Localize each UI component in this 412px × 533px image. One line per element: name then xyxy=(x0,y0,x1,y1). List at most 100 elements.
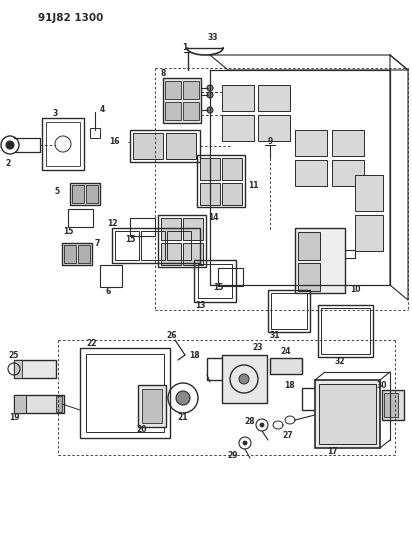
Bar xyxy=(138,385,166,427)
Text: 19: 19 xyxy=(9,414,19,423)
Circle shape xyxy=(239,374,249,384)
Bar xyxy=(197,155,245,207)
Bar xyxy=(295,130,327,156)
Bar xyxy=(158,215,206,267)
Bar xyxy=(130,218,155,236)
Bar xyxy=(90,128,100,138)
Bar xyxy=(163,78,201,123)
Bar xyxy=(46,122,80,166)
Text: 15: 15 xyxy=(213,284,223,293)
Bar xyxy=(218,268,243,286)
Bar xyxy=(161,218,181,240)
Text: 17: 17 xyxy=(327,448,337,456)
Text: 24: 24 xyxy=(281,348,291,357)
Text: 26: 26 xyxy=(167,332,177,341)
Bar xyxy=(183,102,199,120)
Text: 91J82 1300: 91J82 1300 xyxy=(38,13,103,23)
Bar xyxy=(271,293,307,329)
Bar xyxy=(183,243,203,265)
Bar xyxy=(355,215,383,251)
Bar xyxy=(319,384,376,444)
Circle shape xyxy=(207,92,213,98)
Text: 32: 32 xyxy=(335,358,345,367)
Bar xyxy=(68,209,93,227)
Text: 2: 2 xyxy=(5,158,11,167)
Bar xyxy=(161,243,181,265)
Bar xyxy=(167,231,191,260)
Circle shape xyxy=(243,441,247,445)
Bar xyxy=(70,183,100,205)
Text: 15: 15 xyxy=(63,227,73,236)
Bar xyxy=(165,102,181,120)
Text: 3: 3 xyxy=(52,109,58,118)
Bar xyxy=(200,158,220,180)
Bar xyxy=(141,231,165,260)
Bar xyxy=(130,130,200,162)
Bar xyxy=(133,133,163,159)
Bar xyxy=(382,390,404,420)
Bar xyxy=(258,85,290,111)
Bar xyxy=(100,265,122,287)
Bar xyxy=(295,228,345,293)
Bar xyxy=(222,158,242,180)
Text: 12: 12 xyxy=(107,220,117,229)
Bar xyxy=(355,175,383,211)
Text: 15: 15 xyxy=(125,236,135,245)
Bar xyxy=(298,232,320,260)
Text: 5: 5 xyxy=(55,188,60,197)
Bar xyxy=(207,358,223,380)
Text: 14: 14 xyxy=(208,214,218,222)
Bar xyxy=(166,133,196,159)
Bar xyxy=(14,395,26,413)
Bar xyxy=(270,358,302,374)
Bar xyxy=(80,348,170,438)
Text: 25: 25 xyxy=(9,351,19,360)
Text: 23: 23 xyxy=(252,343,262,352)
Bar xyxy=(78,245,90,263)
Bar xyxy=(384,393,398,417)
Bar xyxy=(222,85,254,111)
Text: 22: 22 xyxy=(87,340,97,349)
Bar xyxy=(56,396,62,412)
Bar xyxy=(62,243,92,265)
Text: 18: 18 xyxy=(284,381,295,390)
Text: 1: 1 xyxy=(183,44,187,52)
Text: 8: 8 xyxy=(160,69,166,78)
Text: 11: 11 xyxy=(248,181,258,190)
Text: 21: 21 xyxy=(178,414,188,423)
Bar xyxy=(115,231,139,260)
Text: 13: 13 xyxy=(195,302,205,311)
Text: 27: 27 xyxy=(283,431,293,440)
Text: 9: 9 xyxy=(267,136,273,146)
Bar xyxy=(222,183,242,205)
Bar xyxy=(222,355,267,403)
Circle shape xyxy=(260,423,264,427)
Bar xyxy=(72,185,84,203)
Text: 33: 33 xyxy=(208,34,218,43)
Circle shape xyxy=(207,107,213,113)
Bar xyxy=(183,218,203,240)
Bar xyxy=(86,354,164,432)
Text: 4: 4 xyxy=(100,106,105,115)
Text: 30: 30 xyxy=(377,381,387,390)
Bar xyxy=(318,305,373,357)
Text: 16: 16 xyxy=(110,138,120,147)
Bar xyxy=(258,115,290,141)
Text: 31: 31 xyxy=(270,332,280,341)
Bar xyxy=(142,389,162,423)
Bar xyxy=(332,160,364,186)
Circle shape xyxy=(207,85,213,91)
Bar xyxy=(165,81,181,99)
Text: 10: 10 xyxy=(350,286,360,295)
Bar xyxy=(298,263,320,291)
Circle shape xyxy=(6,141,14,149)
Bar xyxy=(86,185,98,203)
Bar xyxy=(183,81,199,99)
Bar xyxy=(14,360,56,378)
Bar xyxy=(112,228,200,263)
Bar xyxy=(42,118,84,170)
Bar xyxy=(315,380,380,448)
Bar xyxy=(332,130,364,156)
Bar xyxy=(14,395,64,413)
Text: 29: 29 xyxy=(227,451,238,461)
